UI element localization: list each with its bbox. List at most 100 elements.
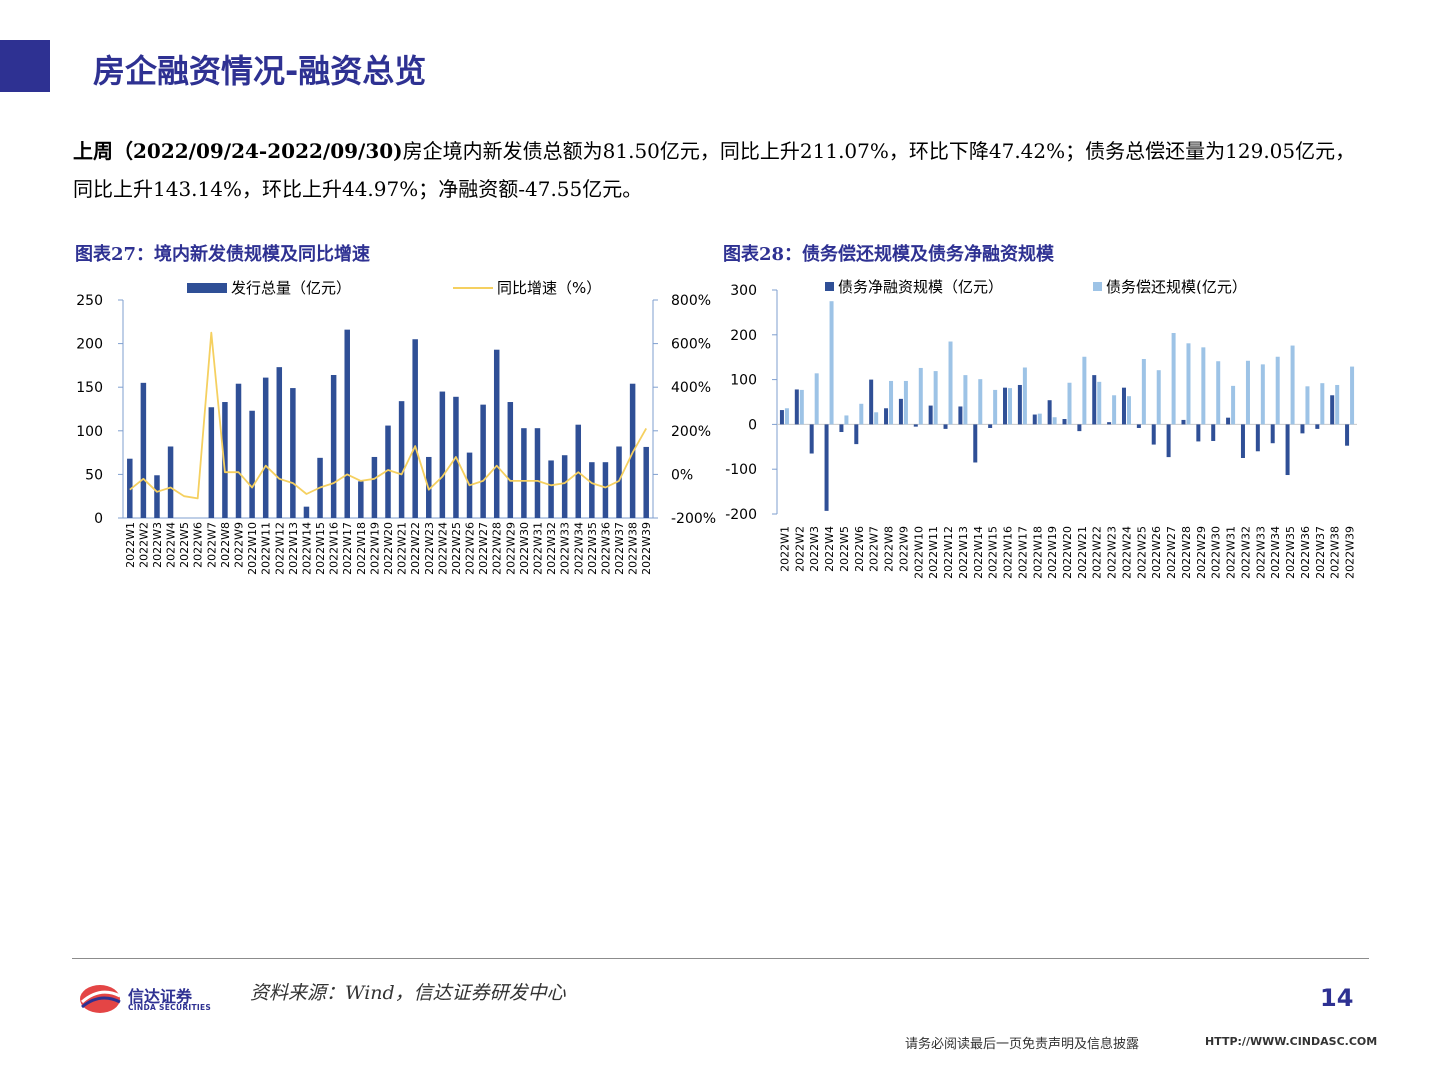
chart28-repayment-bar: [814, 373, 819, 425]
chart28-y-tick-label: 0: [748, 417, 757, 433]
chart28-y-tick-label: -200: [725, 507, 757, 523]
chart28-net-financing-bar: [1226, 417, 1231, 425]
chart27-x-tick-label: 2022W39: [640, 522, 653, 575]
chart28-x-tick-label: 2022W33: [1254, 526, 1267, 579]
chart27-x-tick-label: 2022W11: [260, 522, 273, 575]
chart28-repayment-bar: [1037, 413, 1042, 425]
chart28-net-financing-bar: [898, 398, 903, 425]
chart28-x-tick-label: 2022W5: [838, 526, 851, 572]
chart28-x-tick-label: 2022W30: [1210, 526, 1223, 579]
chart28-net-financing-bar: [1047, 400, 1052, 425]
chart27-bar: [507, 402, 514, 518]
chart27-right-tick-label: 800%: [671, 293, 711, 309]
chart27-bar: [154, 475, 160, 518]
source-note: 资料来源：Wind，信达证券研发中心: [250, 982, 566, 1004]
chart27-right-tick-label: 600%: [671, 337, 711, 353]
chart28-x-tick-label: 2022W25: [1135, 526, 1148, 579]
chart28-net-financing-bar: [794, 389, 799, 425]
chart28-x-tick-label: 2022W7: [868, 526, 881, 572]
chart28-repayment-bar: [1260, 364, 1265, 425]
chart28-net-financing-bar: [779, 410, 784, 425]
chart27-bar: [643, 446, 649, 518]
chart27-x-tick-label: 2022W13: [287, 522, 300, 575]
chart27-bar: [344, 329, 350, 518]
chart27-bar: [262, 377, 269, 518]
chart28-x-tick-label: 2022W23: [1106, 526, 1119, 579]
chart27-x-tick-label: 2022W38: [627, 522, 640, 575]
chart27-x-tick-label: 2022W30: [518, 522, 531, 575]
chart28-net-financing-bar: [928, 405, 933, 425]
chart28-x-tick-label: 2022W26: [1150, 526, 1163, 579]
chart28-x-tick-label: 2022W18: [1031, 526, 1044, 579]
chart28-repayment-bar: [918, 367, 923, 425]
chart27-bar: [521, 428, 527, 518]
disclaimer-text: 请务必阅读最后一页免责声明及信息披露: [905, 1037, 1140, 1052]
cinda-logo-icon: [80, 985, 121, 1013]
chart27-x-tick-label: 2022W9: [233, 522, 246, 568]
chart28-y-tick-label: 100: [730, 373, 757, 389]
chart28-legend-net-label: 债务净融资规模（亿元）: [838, 278, 1003, 296]
chart27-left-tick-label: 0: [94, 511, 103, 527]
chart28-net-financing-bar: [1181, 419, 1186, 425]
chart27-bar: [412, 339, 418, 518]
chart28-net-financing-bar: [1211, 424, 1216, 441]
chart28-x-tick-label: 2022W11: [927, 526, 940, 579]
chart28-net-financing-bar: [943, 424, 948, 429]
chart28-net-financing-bar: [1300, 424, 1305, 434]
chart28-net-financing-bar: [1196, 424, 1201, 442]
chart28-net-financing-bar: [1255, 424, 1260, 452]
chart28-net-financing-bar: [973, 424, 978, 463]
chart28-x-tick-label: 2022W35: [1284, 526, 1297, 579]
chart28-x-tick-label: 2022W17: [1016, 526, 1029, 579]
chart28-x-tick-label: 2022W21: [1076, 526, 1089, 579]
chart27-x-tick-label: 2022W8: [219, 522, 232, 568]
chart28-net-financing-bar: [839, 424, 844, 433]
chart28-x-tick-label: 2022W37: [1314, 526, 1327, 579]
chart28-x-tick-label: 2022W16: [1002, 526, 1015, 579]
chart28-repayment-bar: [1156, 370, 1161, 425]
chart27-legend-bar-label: 发行总量（亿元）: [231, 279, 351, 297]
chart27-legend-bar-swatch: [187, 283, 227, 293]
chart27-bar: [371, 456, 378, 518]
chart28-x-tick-label: 2022W19: [1046, 526, 1059, 579]
chart27-x-tick-label: 2022W10: [246, 522, 259, 575]
chart28-net-financing-bar: [958, 406, 963, 425]
chart27-title: 图表27：境内新发债规模及同比增速: [75, 244, 371, 265]
chart28-net-financing-bar: [913, 424, 918, 427]
chart27-left-tick-label: 250: [76, 293, 103, 309]
chart27-left-tick-label: 150: [76, 380, 103, 396]
chart27-x-tick-label: 2022W25: [450, 522, 463, 575]
chart27-x-tick-label: 2022W6: [192, 522, 205, 568]
chart27-x-tick-label: 2022W33: [559, 522, 572, 575]
chart28-net-financing-bar: [884, 408, 889, 425]
chart28-net-financing-bar: [1032, 414, 1037, 425]
chart28-title: 图表28：债务偿还规模及债务净融资规模: [723, 244, 1055, 265]
page-number: 14: [1320, 984, 1354, 1012]
chart27-bar: [602, 462, 609, 518]
chart28-x-tick-label: 2022W2: [793, 526, 806, 572]
chart27-bar: [358, 481, 364, 518]
chart27-x-tick-label: 2022W7: [205, 522, 218, 568]
chart28-x-tick-label: 2022W32: [1239, 526, 1252, 579]
chart28-net-financing-bar: [1315, 424, 1320, 429]
chart27-legend-line-label: 同比增速（%）: [497, 279, 601, 297]
chart28-net-financing-bar: [1166, 424, 1171, 458]
chart27-x-tick-label: 2022W15: [314, 522, 327, 575]
chart28-repayment-bar: [1201, 347, 1206, 425]
chart28-net-financing-bar: [1107, 422, 1112, 425]
chart28-legend-repayment-swatch: [1093, 282, 1102, 291]
chart28-net-financing-bar: [824, 424, 829, 511]
chart28-repayment-bar: [1126, 396, 1131, 425]
chart28-repayment-bar: [1275, 356, 1280, 425]
chart27-bar: [398, 401, 405, 518]
chart27-bar: [140, 382, 147, 518]
chart28-x-tick-label: 2022W28: [1180, 526, 1193, 579]
chart27-x-tick-label: 2022W16: [328, 522, 341, 575]
chart28-repayment-bar: [1245, 360, 1250, 425]
chart27-bar: [330, 374, 337, 518]
page-title: 房企融资情况-融资总览: [93, 52, 427, 90]
chart28-x-tick-label: 2022W22: [1091, 526, 1104, 579]
chart27-bar: [290, 388, 296, 518]
chart27-x-tick-label: 2022W19: [368, 522, 381, 575]
website-link[interactable]: HTTP://WWW.CINDASC.COM: [1205, 1035, 1378, 1048]
